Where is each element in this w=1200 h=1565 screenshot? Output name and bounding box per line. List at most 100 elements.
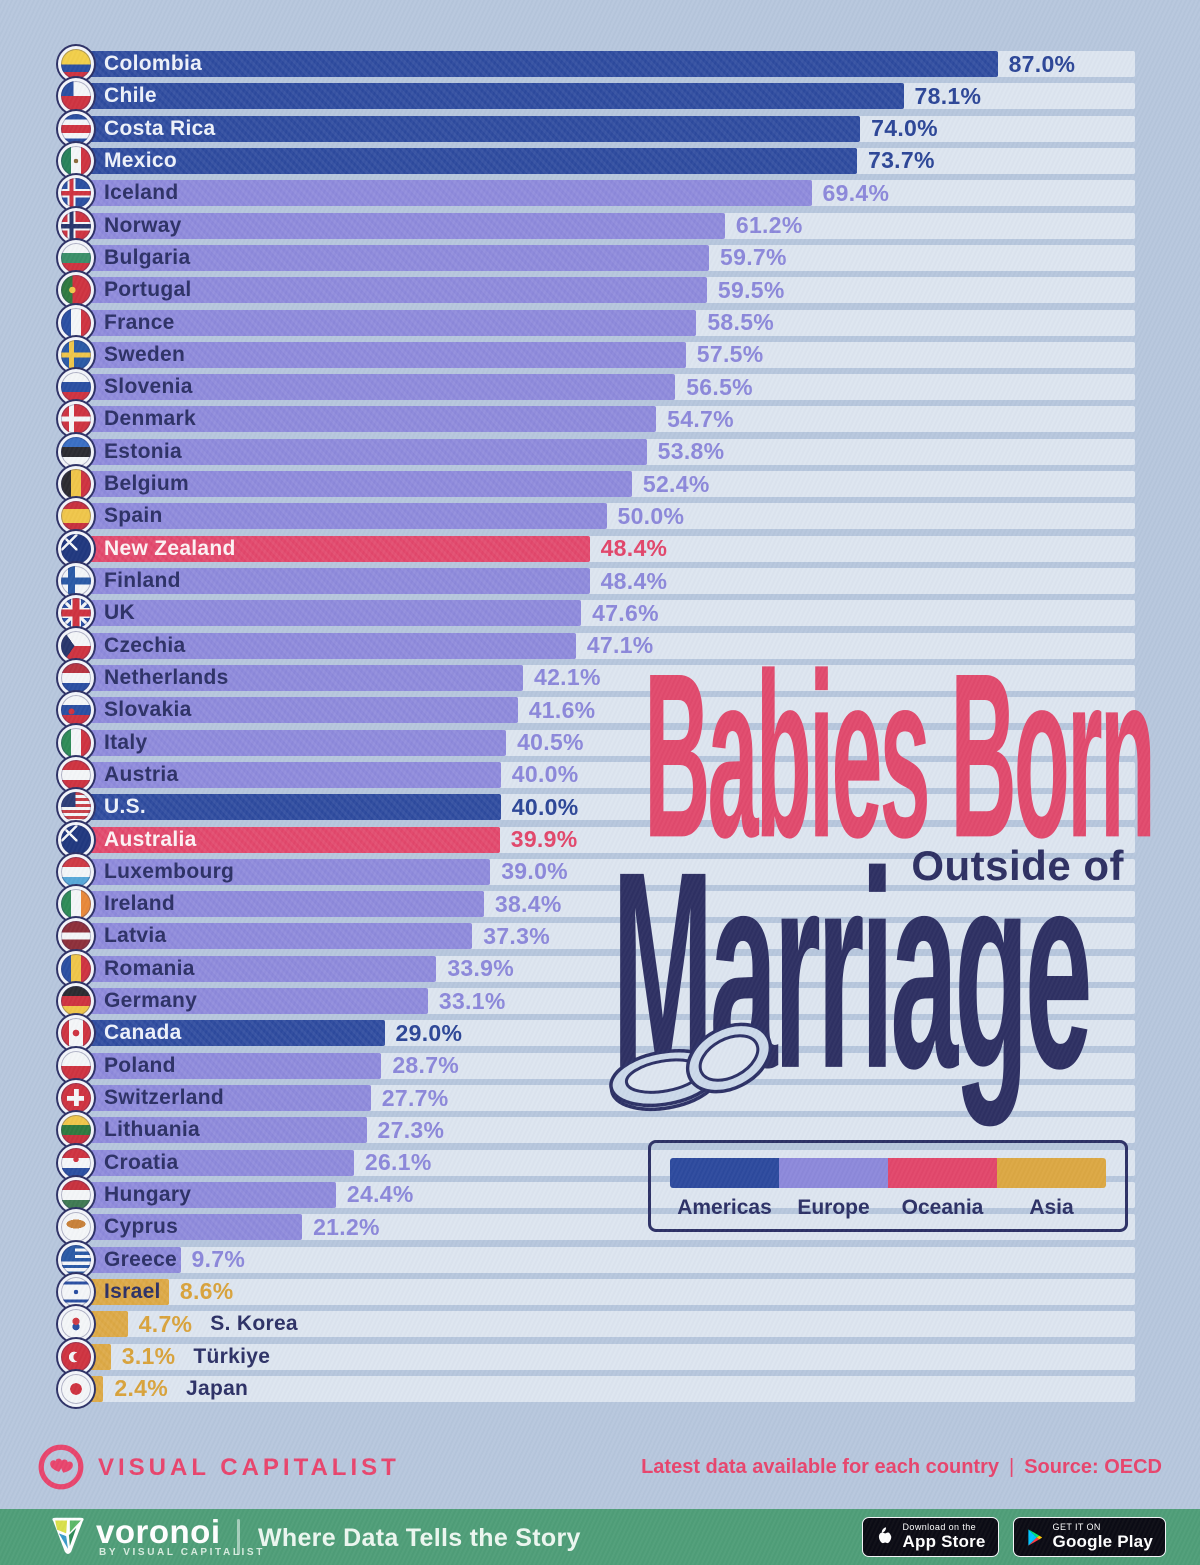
value-label: 26.1% (364, 1149, 432, 1176)
country-label: New Zealand (104, 536, 236, 560)
romania-flag-icon (58, 950, 94, 987)
bar-annotation: 59.7% (709, 244, 787, 271)
bar-row-slovenia: Slovenia 56.5% (58, 369, 1135, 406)
value-label: 40.0% (511, 761, 579, 788)
bar-row-germany: Germany 33.1% (58, 983, 1135, 1020)
country-label: Estonia (104, 439, 182, 463)
u-s-flag-icon (58, 789, 94, 826)
bar-row-netherlands: Netherlands 42.1% (58, 659, 1135, 696)
value-label: 48.4% (600, 567, 668, 594)
bar (78, 632, 576, 659)
store-badges: Download on the App Store GET IT ON Goog… (861, 1517, 1166, 1557)
bar-annotation: 54.7% (656, 406, 734, 432)
bar-row-luxembourg: Luxembourg 39.0% (58, 853, 1135, 890)
value-label: 33.1% (438, 987, 506, 1014)
country-label: Norway (104, 213, 182, 237)
bar (78, 988, 428, 1015)
value-label: 42.1% (533, 664, 601, 691)
bar (78, 1214, 303, 1241)
switzerland-flag-icon (58, 1080, 94, 1116)
value-label: 40.0% (511, 793, 579, 820)
bar-annotation: 69.4% (812, 180, 890, 206)
wedding-rings-icon (609, 1022, 773, 1112)
country-label: Greece (104, 1247, 178, 1271)
bar-annotation: 9.7% (181, 1246, 246, 1273)
value-label: 33.9% (447, 955, 515, 982)
apple-icon (878, 1527, 891, 1544)
bar-annotation: 50.0% (607, 503, 685, 529)
legend-label-americas: Americas (677, 1196, 772, 1219)
value-label: 47.1% (586, 632, 654, 659)
bar (78, 729, 507, 756)
japan-flag-icon (58, 1370, 94, 1407)
bar-annotation: 78.1% (904, 83, 982, 109)
country-label: Italy (104, 730, 148, 754)
bar (78, 503, 607, 530)
legend-labels: Americas Europe Oceania Asia (670, 1196, 1106, 1220)
bar (78, 1181, 336, 1208)
country-label: Austria (104, 762, 179, 786)
value-label: 69.4% (822, 179, 890, 206)
bar (78, 1085, 371, 1111)
country-label: Bulgaria (104, 245, 191, 269)
bar-annotation: 21.2% (302, 1214, 380, 1240)
tagline: Where Data Tells the Story (258, 1524, 581, 1552)
bar-annotation: 40.0% (501, 761, 579, 788)
bar-row-sweden: Sweden 57.5% (58, 336, 1135, 373)
bar-annotation: 40.0% (501, 794, 579, 820)
austria-flag-icon (58, 756, 94, 793)
bar-row-chile: Chile 78.1% (58, 78, 1135, 115)
bar (78, 1020, 385, 1047)
app-store-badge[interactable]: Download on the App Store (861, 1517, 999, 1557)
bar (78, 826, 500, 853)
bar-annotation: 8.6% (169, 1278, 234, 1305)
bar-annotation: 29.0% (385, 1020, 463, 1046)
bar-row-japan: 2.4% Japan (58, 1370, 1135, 1407)
bar-row-u-s: U.S. 40.0% (58, 789, 1135, 826)
bar-row-switzerland: Switzerland 27.7% (58, 1080, 1135, 1116)
bottom-bar: voronoi BY VISUAL CAPITALIST Where Data … (0, 1509, 1200, 1565)
bar (78, 1246, 181, 1273)
country-label: Netherlands (104, 665, 229, 689)
bar-annotation: 59.5% (707, 277, 785, 303)
google-play-badge-top: GET IT ON (1052, 1522, 1101, 1533)
country-label: Australia (104, 827, 197, 851)
bar (78, 212, 725, 239)
bar-row-australia: Australia 39.9% (58, 821, 1135, 858)
t-rkiye-flag-icon (58, 1338, 94, 1375)
country-label: Ireland (104, 892, 175, 916)
bar-annotation: 56.5% (675, 374, 753, 400)
croatia-flag-icon (58, 1144, 94, 1181)
legend-swatch-asia (997, 1158, 1106, 1188)
bar-row-ireland: Ireland 38.4% (58, 886, 1135, 923)
legend-swatch-oceania (888, 1158, 997, 1188)
belgium-flag-icon (58, 466, 94, 503)
bar-annotation: 52.4% (632, 471, 710, 497)
bar-annotation: 33.9% (436, 955, 515, 982)
israel-flag-icon (58, 1273, 94, 1310)
bar-annotation: 39.0% (490, 858, 568, 885)
legend-swatch-americas (670, 1158, 779, 1188)
country-label: Portugal (104, 278, 192, 302)
australia-flag-icon (58, 821, 94, 858)
country-label: Spain (104, 504, 163, 528)
country-label: Iceland (104, 181, 179, 205)
bar-row-uk: UK 47.6% (58, 595, 1135, 632)
value-label: 9.7% (191, 1246, 246, 1273)
value-label: 28.7% (392, 1052, 460, 1079)
poland-flag-icon (58, 1047, 94, 1084)
value-label: 52.4% (642, 470, 710, 497)
lithuania-flag-icon (58, 1112, 94, 1149)
value-label: 8.6% (179, 1278, 234, 1305)
value-label: 57.5% (696, 341, 764, 368)
bar (78, 923, 473, 950)
country-label: Poland (104, 1053, 176, 1077)
country-label: Sweden (104, 342, 186, 366)
bar (78, 664, 523, 691)
legend-label-europe: Europe (797, 1196, 870, 1219)
value-label: 40.5% (517, 729, 584, 756)
value-label: 21.2% (313, 1213, 380, 1240)
google-play-badge[interactable]: GET IT ON Google Play (1012, 1517, 1166, 1557)
bar-annotation: 2.4% Japan (103, 1375, 248, 1402)
country-label: Hungary (104, 1182, 192, 1206)
